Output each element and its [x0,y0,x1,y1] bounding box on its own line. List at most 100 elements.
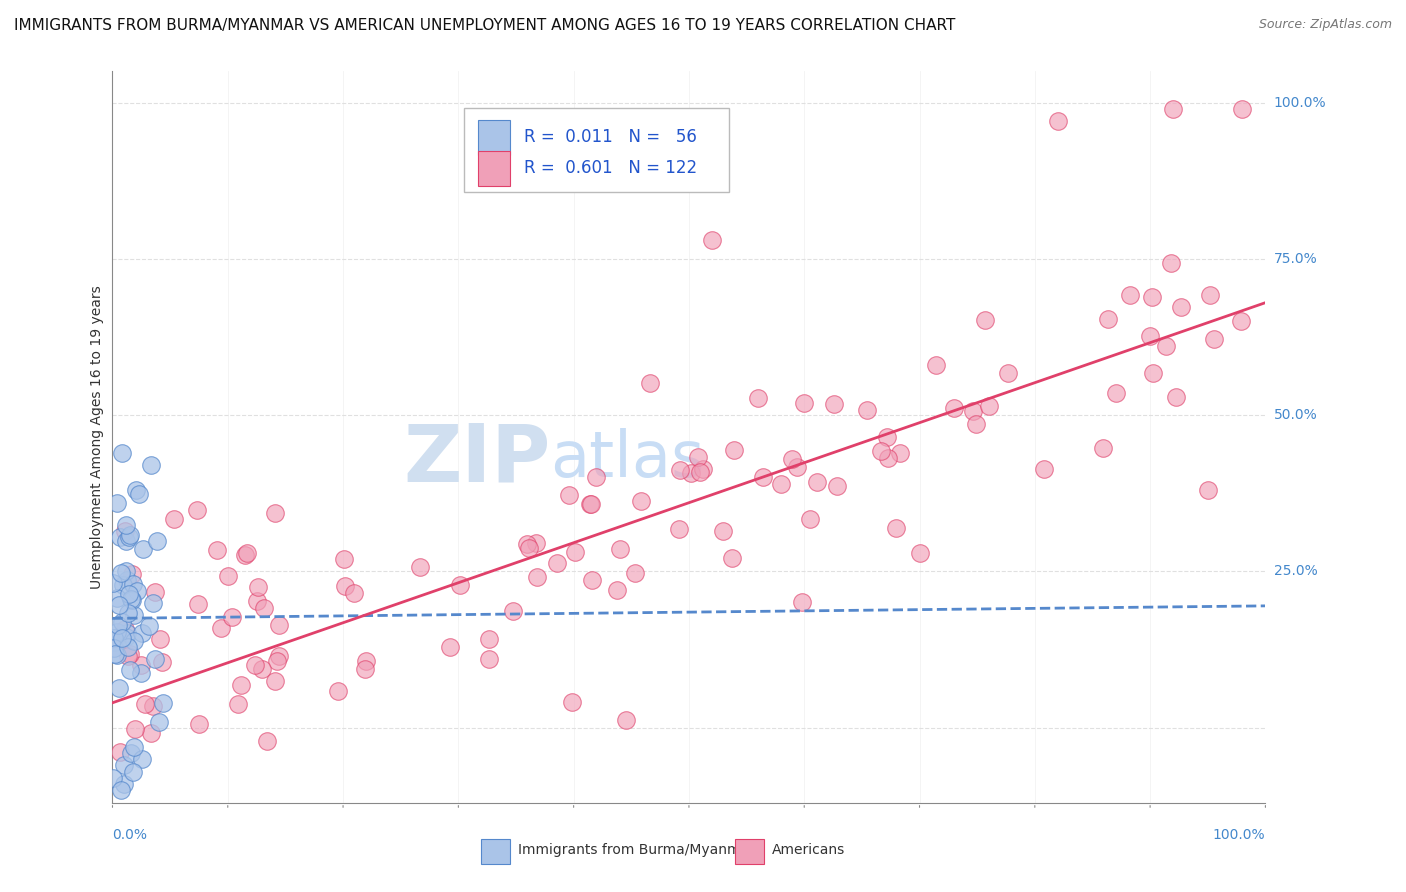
Point [112,758,135,772]
Text: 0.0%: 0.0% [112,828,148,842]
Point [142,596,165,610]
Point [478,652,501,666]
Point [965,417,987,432]
Point [125,583,148,598]
Point [889,446,911,460]
Point [107,617,129,632]
Point [142,699,165,714]
Point [478,632,501,646]
Point [105,625,128,640]
Point [107,598,129,612]
Point [101,576,124,591]
Point [354,662,377,676]
Point [131,541,153,556]
Point [942,401,965,415]
Point [231,678,253,692]
Point [876,430,898,444]
Point [1197,483,1219,498]
Point [723,443,745,458]
Point [585,470,607,484]
Point [122,633,145,648]
Point [253,600,276,615]
Point [686,450,709,464]
Point [120,746,142,760]
Point [823,396,845,410]
Point [579,497,602,511]
Point [103,632,125,646]
Point [120,592,142,607]
Point [1154,338,1177,352]
Point [246,580,269,594]
Text: R =  0.011   N =   56: R = 0.011 N = 56 [524,128,697,146]
Point [409,560,432,574]
Point [606,583,628,598]
Point [110,783,132,797]
Point [925,359,948,373]
Point [267,648,290,663]
Point [121,566,143,581]
Point [117,606,139,620]
Text: Immigrants from Burma/Myanmar: Immigrants from Burma/Myanmar [519,843,755,857]
Point [209,621,232,635]
Point [886,521,908,535]
Point [1170,300,1192,314]
Point [502,604,524,618]
Point [143,652,166,666]
Point [681,466,703,480]
Point [516,145,538,160]
Point [263,674,285,689]
Point [1160,256,1182,270]
Point [103,771,125,785]
Point [104,635,127,649]
Point [114,524,136,538]
Point [546,556,568,570]
Point [439,640,461,654]
Point [333,552,356,566]
Point [869,444,891,458]
Point [131,625,153,640]
Point [793,395,815,409]
Point [689,466,711,480]
Point [118,528,141,542]
Text: 0.0%: 0.0% [112,890,148,892]
Point [150,655,173,669]
Point [115,631,138,645]
Bar [735,838,763,863]
Point [799,512,821,526]
Point [115,564,138,578]
Point [129,658,152,673]
Point [112,577,135,591]
Point [1046,114,1069,128]
Point [256,733,278,747]
Point [124,739,146,754]
Point [579,497,602,511]
Point [692,462,714,476]
Point [806,475,828,489]
Point [974,313,997,327]
Point [124,722,146,736]
Point [1232,102,1254,116]
Point [111,615,134,630]
Point [111,446,134,460]
Point [146,534,169,549]
Point [105,648,128,662]
Point [1229,314,1251,328]
Point [517,541,540,556]
Point [700,233,723,247]
Point [118,647,141,661]
Text: Americans: Americans [772,843,845,857]
Point [721,550,744,565]
Point [104,647,127,661]
Point [979,400,1001,414]
Text: 100.0%: 100.0% [1213,828,1265,842]
Point [560,695,582,709]
Point [122,608,145,623]
Point [121,593,143,607]
Point [108,681,131,695]
Text: IMMIGRANTS FROM BURMA/MYANMAR VS AMERICAN UNEMPLOYMENT AMONG AGES 16 TO 19 YEARS: IMMIGRANTS FROM BURMA/MYANMAR VS AMERICA… [14,18,956,33]
Point [609,542,631,557]
Point [876,450,898,465]
Point [526,570,548,584]
Point [640,376,662,391]
Point [997,366,1019,380]
